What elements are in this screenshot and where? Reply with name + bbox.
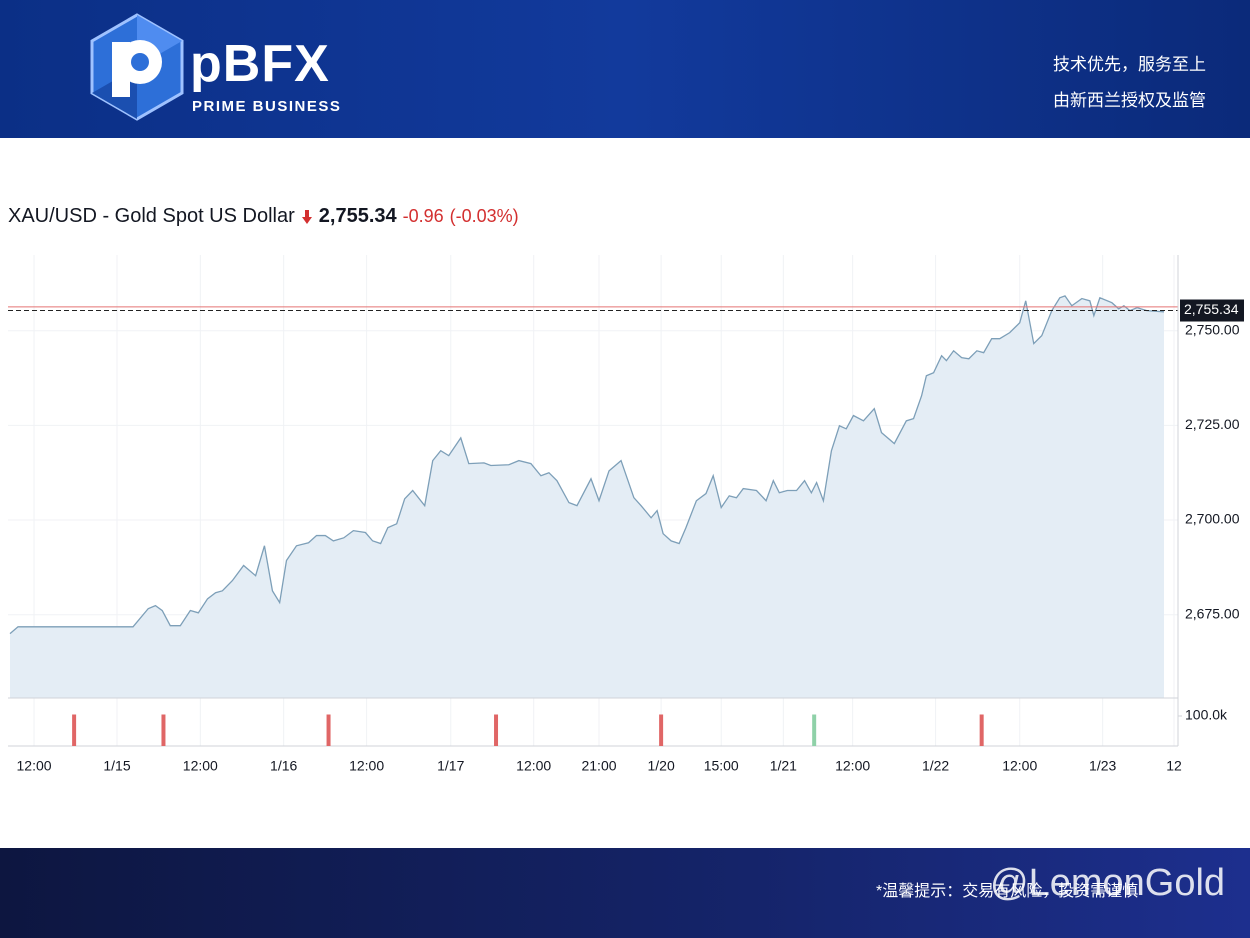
y-tick-label: 2,700.00 bbox=[1185, 511, 1240, 527]
x-tick-label: 1/23 bbox=[1089, 758, 1116, 774]
slogan: 技术优先，服务至上 bbox=[1053, 55, 1206, 74]
chart: 12:00 1/15 12:00 1/16 12:00 1/17 12:00 21:00 1/2… bbox=[8, 255, 1244, 774]
x-tick-label: 1/16 bbox=[270, 758, 297, 774]
x-tick-label: 15:00 bbox=[704, 758, 739, 774]
last-price-label: 2,755.34 bbox=[1184, 301, 1239, 317]
x-tick-label: 21:00 bbox=[581, 758, 616, 774]
price-change-percent: (-0.03%) bbox=[449, 206, 519, 226]
x-tick-label: 12:00 bbox=[17, 758, 52, 774]
x-tick-label: 12:00 bbox=[183, 758, 218, 774]
price-change: -0.96 bbox=[402, 206, 444, 226]
x-tick-label: 12:00 bbox=[835, 758, 870, 774]
volume-bar bbox=[494, 714, 499, 746]
y-tick-label: 2,750.00 bbox=[1185, 321, 1240, 337]
x-tick-label: 12 bbox=[1166, 758, 1182, 774]
x-tick-label: 1/17 bbox=[437, 758, 464, 774]
x-tick-label: 1/22 bbox=[922, 758, 949, 774]
slogan: 由新西兰授权及监管 bbox=[1053, 91, 1206, 110]
x-tick-label: 12:00 bbox=[1002, 758, 1037, 774]
brand-subtitle: PRIME BUSINESS bbox=[192, 98, 342, 115]
watermark: @LemonGold bbox=[990, 862, 1226, 904]
last-price: 2,755.34 bbox=[318, 205, 397, 227]
x-tick-label: 12:00 bbox=[516, 758, 551, 774]
risk-notice: *温馨提示：交易有风险，投资需谨慎 bbox=[876, 883, 1139, 900]
logo-icon bbox=[90, 13, 184, 121]
header-banner: pBFX PRIME BUSINESS 技术优先，服务至上 由新西兰授权及监管 bbox=[0, 0, 1250, 138]
volume-bar bbox=[72, 714, 77, 746]
x-tick-label: 1/20 bbox=[647, 758, 674, 774]
chart-header: XAU/USD - Gold Spot US Dollar 2,755.34 -… bbox=[8, 205, 519, 228]
down-arrow bbox=[301, 209, 312, 224]
y-tick-label: 2,725.00 bbox=[1185, 416, 1240, 432]
volume-bar bbox=[659, 714, 664, 746]
brand: pBFX bbox=[190, 35, 330, 93]
chart-title: XAU/USD - Gold Spot US Dollar bbox=[8, 205, 295, 227]
volume-bar bbox=[326, 714, 331, 746]
x-tick-label: 12:00 bbox=[349, 758, 384, 774]
last-price-box bbox=[1180, 299, 1244, 322]
y-tick-label: 2,675.00 bbox=[1185, 605, 1240, 621]
volume-bar bbox=[979, 714, 984, 746]
volume-bar bbox=[161, 714, 166, 746]
x-tick-label: 1/21 bbox=[770, 758, 797, 774]
volume-tick-label: 100.0k bbox=[1185, 707, 1228, 723]
footer-banner: *温馨提示：交易有风险，投资需谨慎 @LemonGold bbox=[0, 848, 1250, 938]
price-line bbox=[9, 295, 1165, 635]
area-fill bbox=[10, 295, 1164, 698]
volume-bar bbox=[812, 714, 817, 746]
x-tick-label: 1/15 bbox=[103, 758, 130, 774]
